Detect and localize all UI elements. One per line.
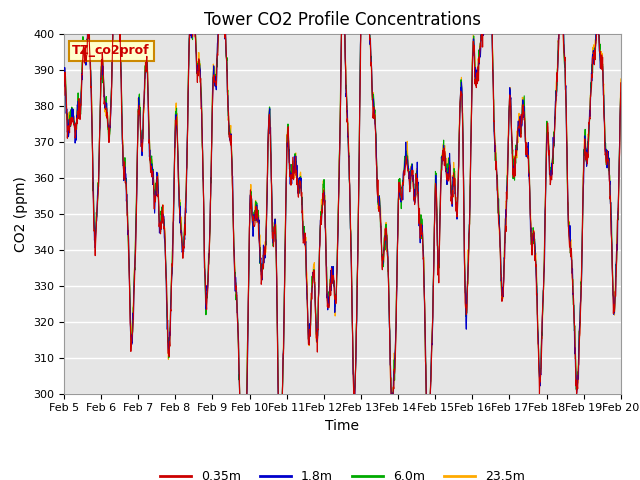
Text: TZ_co2prof: TZ_co2prof (72, 44, 150, 58)
Title: Tower CO2 Profile Concentrations: Tower CO2 Profile Concentrations (204, 11, 481, 29)
Legend: 0.35m, 1.8m, 6.0m, 23.5m: 0.35m, 1.8m, 6.0m, 23.5m (155, 465, 530, 480)
X-axis label: Time: Time (325, 419, 360, 433)
Y-axis label: CO2 (ppm): CO2 (ppm) (13, 176, 28, 252)
